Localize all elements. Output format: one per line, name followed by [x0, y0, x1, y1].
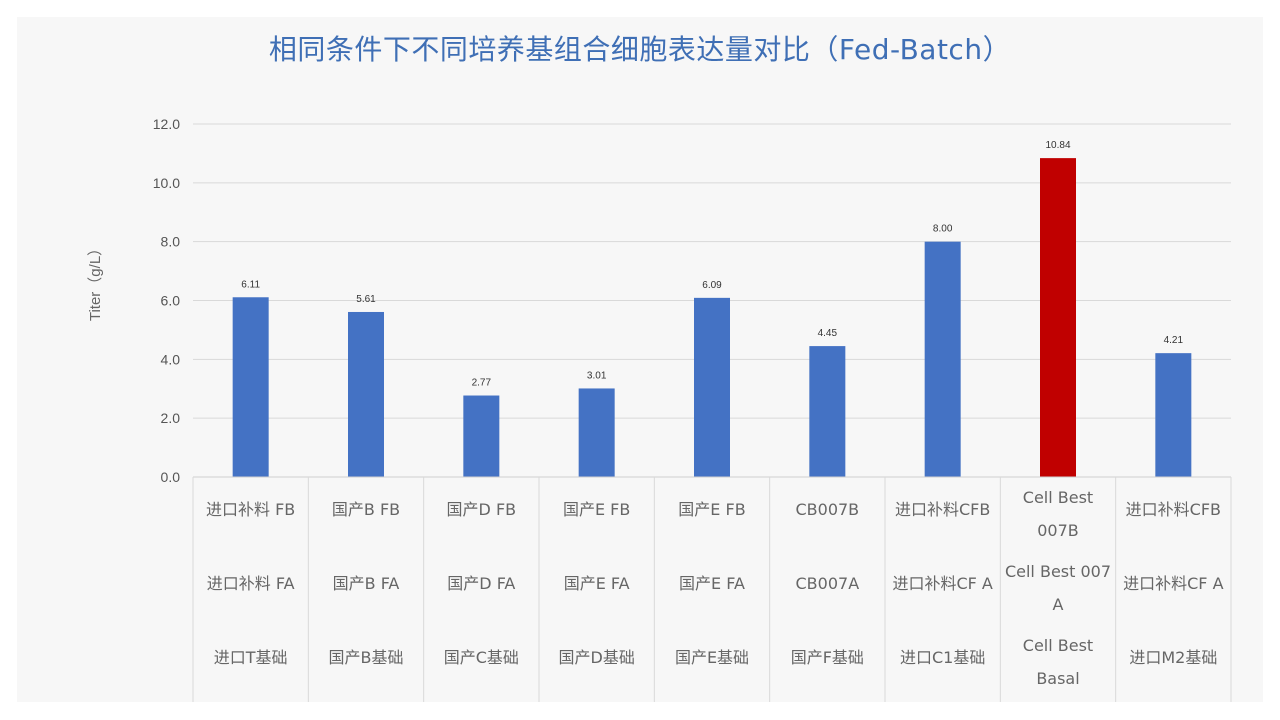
category-label: 国产B FA [333, 574, 400, 593]
data-label: 4.45 [818, 328, 838, 339]
y-axis-label: Titer（g/L） [87, 241, 104, 321]
y-tick-label: 2.0 [161, 410, 181, 426]
category-label-line: A [1053, 595, 1064, 614]
category-label: CB007A [796, 574, 860, 593]
category-label: 国产B基础 [329, 648, 404, 667]
category-label: 国产E基础 [675, 648, 749, 667]
bar [232, 297, 269, 477]
category-label: 进口补料 FA [207, 574, 295, 593]
category-label: 国产D FB [447, 500, 517, 519]
category-label: 进口补料CFB [1126, 500, 1221, 519]
category-label: Cell Best Basal [1023, 636, 1093, 688]
data-label: 6.11 [241, 279, 260, 290]
category-label: 国产D FA [447, 574, 515, 593]
bar [463, 395, 500, 477]
y-tick-label: 0.0 [161, 469, 181, 485]
category-label: 进口补料 FB [206, 500, 295, 519]
bar [348, 311, 384, 477]
category-label: Cell Best 007B [1023, 488, 1093, 540]
data-label: 2.77 [472, 378, 492, 389]
category-label: 进口M2基础 [1129, 648, 1217, 667]
bar [809, 346, 846, 477]
category-label-line: Cell Best 007 [1005, 562, 1111, 581]
data-label: 10.84 [1045, 140, 1070, 151]
data-label: 8.00 [933, 224, 953, 235]
bar [1155, 353, 1192, 477]
category-label: 国产E FA [564, 574, 630, 593]
data-label: 4.21 [1164, 335, 1184, 346]
category-label: 国产D基础 [559, 648, 635, 667]
category-label-line: Basal [1036, 669, 1079, 688]
category-label: 进口T基础 [214, 648, 288, 667]
bar [1040, 158, 1076, 477]
data-label: 3.01 [587, 370, 607, 381]
bar [924, 241, 961, 477]
y-tick-label: 10.0 [153, 175, 180, 191]
bar [578, 388, 615, 477]
category-label: 进口补料CF A [1123, 574, 1223, 593]
category-label-line: 007B [1037, 521, 1079, 540]
category-label: 国产E FB [678, 500, 745, 519]
category-label: 进口补料CFB [895, 500, 990, 519]
y-tick-label: 4.0 [161, 351, 181, 367]
data-label: 5.61 [356, 294, 376, 305]
category-label: Cell Best 007 A [1005, 562, 1111, 614]
category-label: 国产C基础 [444, 648, 519, 667]
category-label-line: Cell Best [1023, 636, 1093, 655]
category-label: 国产E FA [679, 574, 745, 593]
category-label-line: Cell Best [1023, 488, 1093, 507]
category-label: 国产B FB [332, 500, 400, 519]
category-label: CB007B [795, 500, 859, 519]
category-label: 进口补料CF A [892, 574, 992, 593]
category-label: 国产E FB [563, 500, 630, 519]
category-label: 国产F基础 [791, 648, 864, 667]
category-label: 进口C1基础 [900, 648, 985, 667]
y-tick-label: 8.0 [161, 234, 181, 250]
bar [694, 297, 730, 477]
y-tick-label: 12.0 [153, 116, 180, 132]
y-tick-label: 6.0 [161, 293, 181, 309]
data-label: 6.09 [702, 280, 722, 291]
chart-title: 相同条件下不同培养基组合细胞表达量对比（Fed-Batch） [268, 33, 1012, 66]
